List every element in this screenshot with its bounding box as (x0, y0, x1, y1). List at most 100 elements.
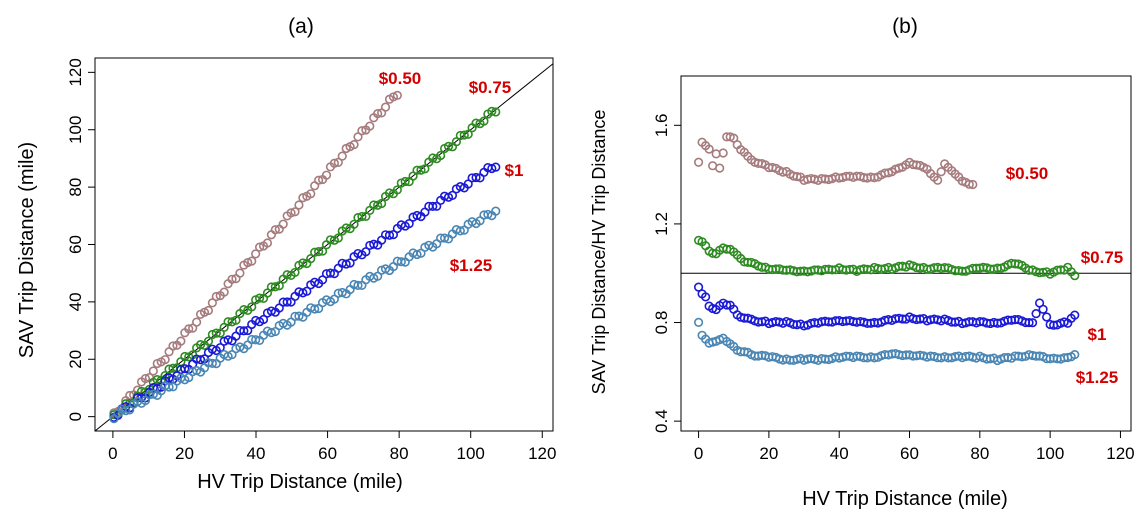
data-point (251, 249, 261, 259)
panel-b-label-075: $0.75 (1081, 248, 1124, 267)
data-point (718, 148, 728, 158)
panel-b-x-axis-title: HV Trip Distance (mile) (802, 488, 1008, 510)
data-point (1031, 309, 1041, 319)
data-point (693, 282, 704, 292)
data-point (1027, 318, 1038, 328)
data-point (357, 126, 367, 136)
data-point (792, 171, 802, 182)
data-point (282, 297, 292, 307)
data-point (412, 210, 422, 221)
data-point (148, 366, 158, 376)
data-point (404, 218, 414, 229)
data-point (215, 343, 225, 353)
data-point (479, 116, 489, 126)
data-point (192, 317, 202, 327)
data-point (254, 293, 265, 303)
data-point (337, 151, 347, 161)
data-point (704, 144, 714, 154)
panel-a-label-125: $1.25 (450, 256, 493, 275)
panel-a-label-050: $0.50 (379, 69, 422, 88)
data-point (396, 257, 406, 267)
y-tick-label: 1.2 (652, 212, 671, 236)
panel-b-title: (b) (892, 15, 918, 38)
data-point (251, 335, 261, 345)
data-point (254, 242, 265, 252)
data-point (266, 306, 277, 316)
data-point (416, 165, 426, 175)
data-point (148, 389, 158, 399)
data-point (722, 300, 732, 310)
data-point (290, 267, 300, 278)
data-point (207, 358, 217, 369)
data-point (278, 219, 288, 229)
data-point (365, 121, 375, 131)
x-tick-label: 80 (970, 444, 989, 463)
data-point (1070, 349, 1080, 360)
data-point (306, 254, 316, 264)
data-point (270, 225, 280, 235)
data-point (380, 102, 391, 112)
y-tick-label: 80 (66, 178, 85, 197)
data-point (487, 163, 497, 174)
data-point (314, 247, 324, 257)
data-point (447, 190, 458, 200)
data-point (968, 179, 978, 190)
data-point (286, 208, 296, 218)
data-point (195, 340, 206, 350)
y-tick-label: 120 (66, 58, 85, 86)
panel-b-x-axis: 0 20 40 60 80 100 120 (694, 431, 1135, 463)
data-point (231, 315, 241, 325)
data-point (341, 223, 351, 233)
y-tick-label: 40 (66, 292, 85, 311)
x-tick-label: 100 (1036, 444, 1064, 463)
data-point (160, 355, 170, 365)
y-tick-label: 0.8 (652, 311, 671, 335)
panel-b-label-1: $1 (1088, 325, 1107, 344)
data-point (282, 270, 292, 280)
data-point (203, 305, 214, 316)
data-point (345, 258, 355, 268)
data-point (487, 106, 497, 116)
data-point (306, 189, 316, 199)
panel-b: (b) 0 20 40 60 80 100 120 0.4 0.8 1.2 1.6 HV Trip… (589, 15, 1135, 510)
y-tick-label: 20 (66, 350, 85, 369)
data-point (384, 230, 395, 240)
data-point (239, 305, 249, 315)
data-point (428, 201, 438, 211)
data-point (428, 153, 438, 163)
data-point (361, 247, 371, 257)
data-point (384, 188, 395, 198)
data-point (235, 268, 245, 278)
data-point (491, 107, 501, 117)
data-point (1070, 310, 1080, 320)
data-point (310, 277, 320, 287)
data-point (693, 317, 704, 327)
data-point (121, 406, 131, 416)
x-tick-label: 0 (694, 444, 703, 463)
data-point (1070, 271, 1080, 281)
data-point (933, 175, 943, 185)
x-tick-label: 120 (1106, 444, 1134, 463)
x-tick-label: 20 (759, 444, 778, 463)
data-point (314, 175, 324, 185)
data-point (329, 158, 339, 168)
y-tick-label: 1.6 (652, 113, 671, 137)
data-point (701, 292, 711, 302)
data-point (258, 314, 269, 325)
data-point (491, 206, 501, 216)
data-point (471, 172, 481, 183)
panel-a-x-axis: 0 20 40 60 80 100 120 (108, 431, 556, 463)
data-point (321, 170, 332, 180)
data-point (262, 238, 273, 248)
y-tick-label: 0 (66, 412, 85, 421)
data-point (349, 219, 359, 229)
data-point (455, 226, 465, 236)
data-point (223, 335, 233, 345)
data-point (459, 130, 469, 140)
data-point (164, 382, 174, 392)
data-point (451, 137, 461, 147)
panel-b-y-axis-title: SAV Trip Distance/HV Trip Distance (589, 110, 609, 395)
data-point (310, 304, 320, 314)
data-point (455, 182, 465, 192)
data-point (290, 207, 300, 217)
